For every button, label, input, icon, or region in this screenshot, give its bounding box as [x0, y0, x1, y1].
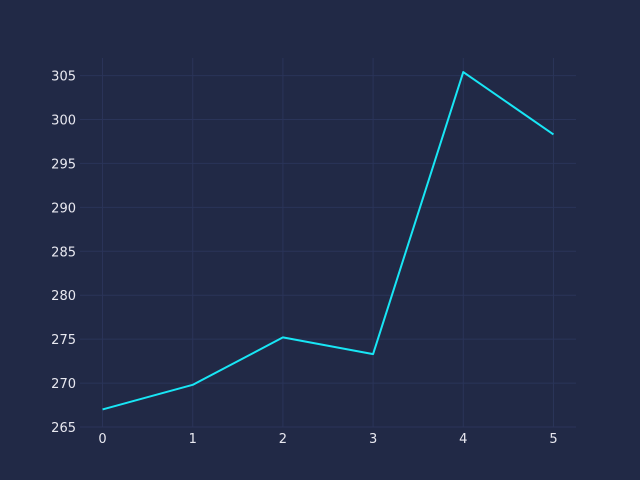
y-tick-label: 275 [51, 333, 76, 348]
y-tick-label: 300 [51, 114, 76, 129]
series-line-0 [102, 71, 555, 411]
x-tick-label: 2 [279, 432, 287, 447]
y-tick-label: 280 [51, 289, 76, 304]
y-tick-label: 295 [51, 157, 76, 172]
y-tick-label: 305 [51, 70, 76, 85]
horizontal-gridlines [80, 75, 576, 428]
series-layer [102, 71, 555, 411]
x-axis-tick-labels: 0 1 2 3 4 5 [98, 432, 557, 447]
x-tick-label: 3 [369, 432, 377, 447]
x-tick-label: 1 [189, 432, 197, 447]
x-tick-label: 5 [549, 432, 557, 447]
x-tick-label: 0 [98, 432, 106, 447]
x-tick-label: 4 [459, 432, 467, 447]
y-tick-label: 270 [51, 377, 76, 392]
y-axis-tick-labels: 265 270 275 280 285 290 295 300 305 [51, 70, 76, 436]
y-tick-label: 290 [51, 201, 76, 216]
y-tick-label: 285 [51, 245, 76, 260]
y-tick-label: 265 [51, 421, 76, 436]
